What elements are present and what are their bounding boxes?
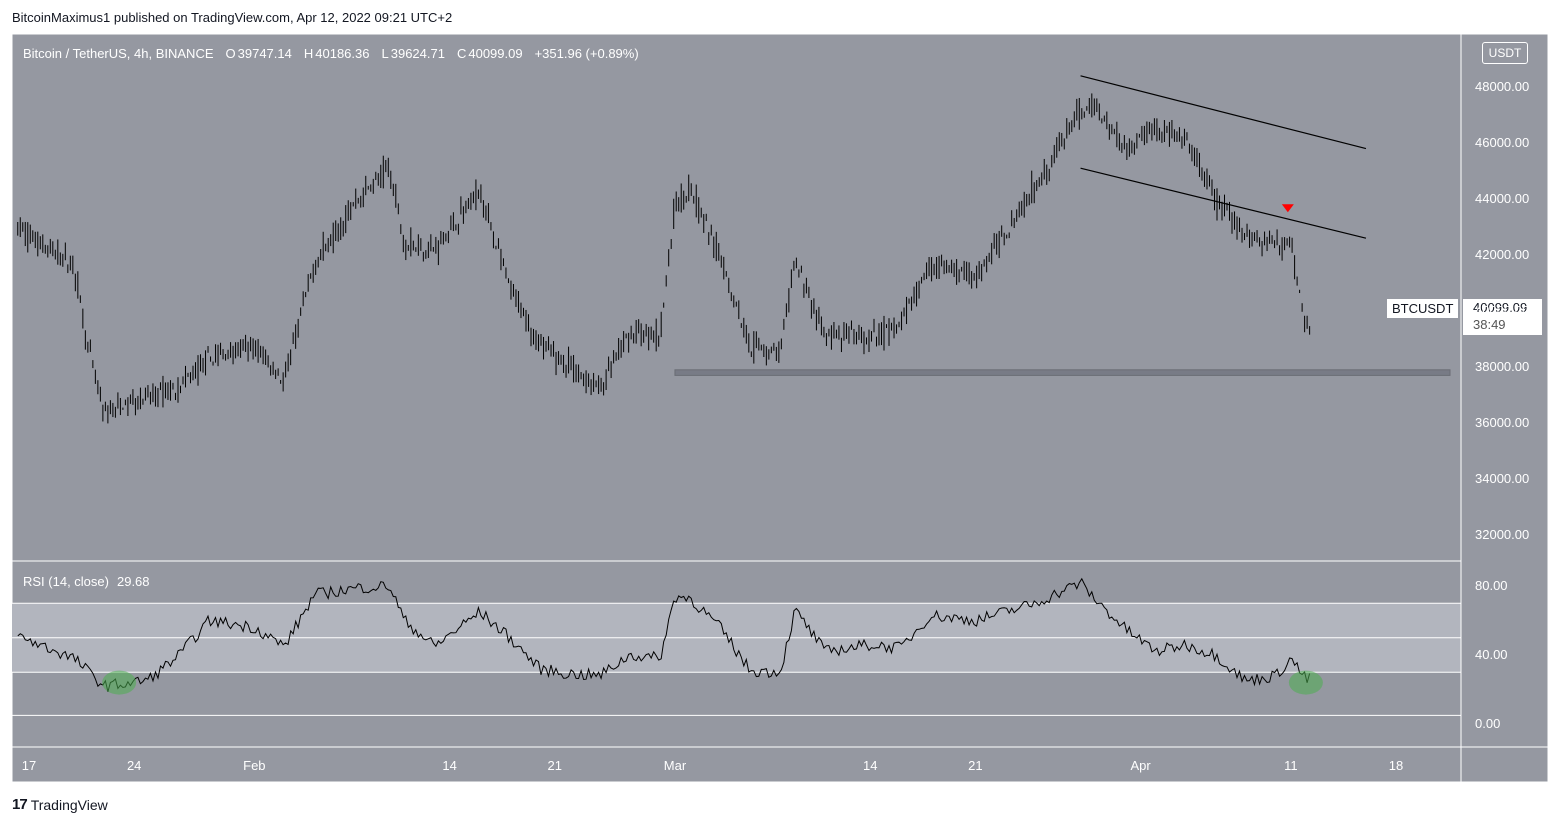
rsi-title: RSI (14, close)	[23, 574, 109, 589]
high-value: 40186.36	[315, 46, 370, 61]
rejection-marker-icon	[1281, 204, 1294, 213]
chart-canvas[interactable]	[0, 0, 1561, 790]
time-axis-tick-4: 21	[547, 758, 563, 773]
time-axis-tick-6: 14	[863, 758, 878, 773]
rsi-axis-tick-1: 40.00	[1475, 647, 1508, 662]
symbol-title: Bitcoin / TetherUS, 4h, BINANCE	[23, 46, 214, 61]
currency-badge[interactable]: USDT	[1482, 42, 1528, 64]
last-price-value: 40099.09	[1473, 300, 1528, 315]
close-value: 40099.09	[468, 46, 523, 61]
bar-countdown: 38:49	[1473, 317, 1506, 332]
last-price-box: 40099.09 38:49	[1463, 299, 1542, 335]
open-value: 39747.14	[237, 46, 292, 61]
low-value: 39624.71	[390, 46, 445, 61]
close-label: C	[456, 46, 467, 61]
oversold-circle-1	[1288, 670, 1323, 695]
time-axis-tick-3: 14	[442, 758, 457, 773]
time-axis-tick-0: 17	[21, 758, 37, 773]
price-candles	[17, 93, 1311, 424]
last-price-symbol: BTCUSDT	[1387, 299, 1459, 318]
time-axis-tick-5: Mar	[663, 758, 687, 773]
price-axis-tick-0: 48000.00	[1475, 79, 1530, 94]
price-axis-tick-8: 32000.00	[1475, 527, 1530, 542]
tradingview-logo[interactable]: 17 TradingView	[12, 796, 108, 813]
rsi-legend: RSI (14, close) 29.68	[23, 574, 150, 589]
price-axis-tick-7: 34000.00	[1475, 471, 1530, 486]
price-axis-tick-4: 40000.00	[1475, 303, 1530, 318]
price-axis-tick-6: 36000.00	[1475, 415, 1530, 430]
price-legend: Bitcoin / TetherUS, 4h, BINANCE O 39747.14…	[23, 46, 641, 61]
price-axis-tick-5: 38000.00	[1475, 359, 1530, 374]
time-axis-tick-10: 18	[1388, 758, 1404, 773]
change-value: +351.96 (+0.89%)	[534, 46, 639, 61]
rsi-value: 29.68	[116, 574, 150, 589]
time-axis-tick-2: Feb	[243, 758, 266, 773]
rsi-axis-tick-2: 0.00	[1475, 716, 1501, 731]
open-label: O	[225, 46, 236, 61]
tradingview-logo-text: TradingView	[30, 796, 108, 813]
channel-lower-line	[1080, 167, 1367, 239]
rsi-line	[17, 577, 1311, 692]
tradingview-logo-icon: 17	[12, 796, 28, 813]
publisher-attribution: BitcoinMaximus1 published on TradingView…	[12, 10, 453, 25]
oversold-circle-0	[102, 670, 137, 695]
time-axis-tick-7: 21	[968, 758, 983, 773]
price-axis-tick-3: 42000.00	[1475, 247, 1530, 262]
price-axis-tick-1: 46000.00	[1475, 135, 1530, 150]
time-axis-tick-1: 24	[126, 758, 142, 773]
channel-upper-line	[1080, 75, 1367, 150]
rsi-axis-tick-0: 80.00	[1475, 578, 1508, 593]
time-axis-tick-9: 11	[1284, 758, 1298, 773]
support-zone	[674, 369, 1451, 376]
price-axis-tick-2: 44000.00	[1475, 191, 1530, 206]
low-label: L	[381, 46, 389, 61]
time-axis-tick-8: Apr	[1130, 758, 1151, 773]
high-label: H	[303, 46, 314, 61]
